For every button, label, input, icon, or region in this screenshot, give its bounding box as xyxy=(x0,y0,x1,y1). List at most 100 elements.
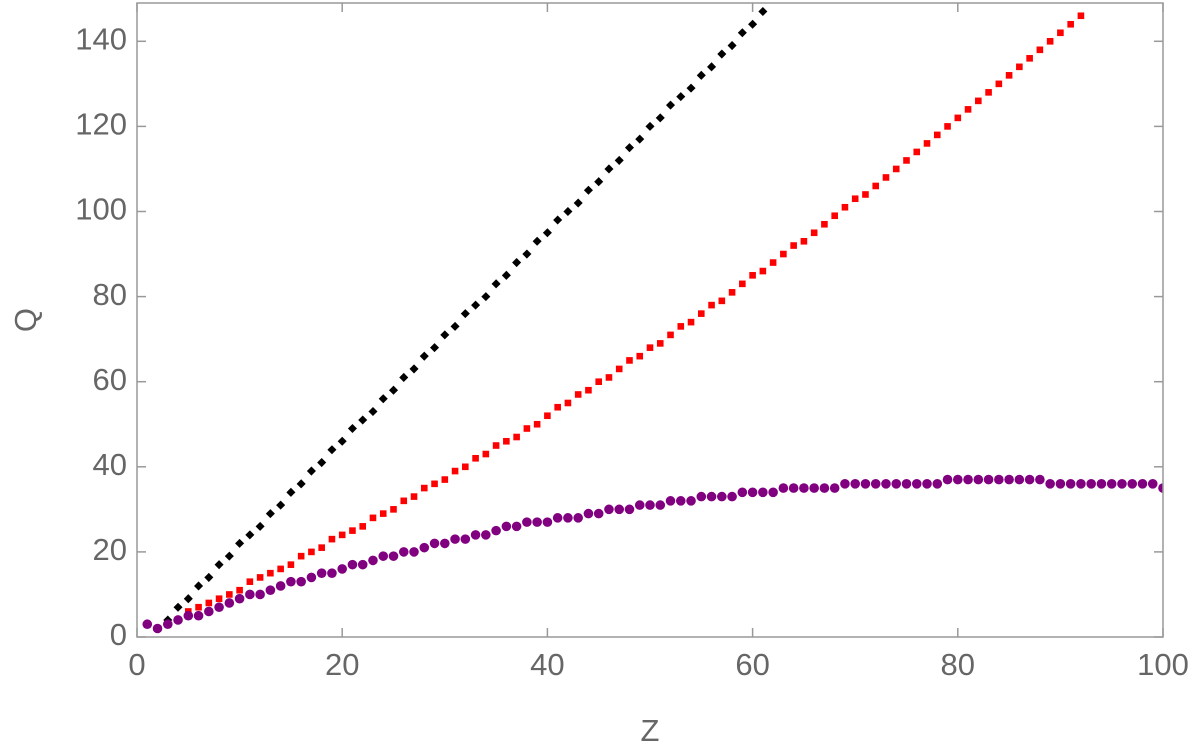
point xyxy=(583,185,593,195)
point xyxy=(256,574,264,581)
point xyxy=(337,564,348,574)
point xyxy=(973,474,984,485)
point xyxy=(1127,479,1138,489)
y-tick-label: 60 xyxy=(93,362,127,397)
point xyxy=(338,531,346,539)
point xyxy=(235,538,245,548)
point xyxy=(995,80,1003,88)
point xyxy=(1117,479,1127,489)
point xyxy=(780,250,787,258)
point xyxy=(1158,483,1163,493)
point xyxy=(626,357,633,364)
point xyxy=(388,551,399,561)
point xyxy=(400,497,408,505)
point xyxy=(183,594,193,604)
point xyxy=(420,484,428,492)
point xyxy=(677,323,685,330)
point xyxy=(492,442,500,449)
point xyxy=(440,330,450,340)
point xyxy=(675,496,686,506)
point xyxy=(162,619,173,630)
point xyxy=(687,318,695,326)
point xyxy=(614,504,625,515)
point xyxy=(359,523,367,530)
x-axis-label: Z xyxy=(641,713,660,748)
point xyxy=(573,513,583,523)
point xyxy=(205,599,213,607)
point xyxy=(460,309,470,319)
point xyxy=(963,474,973,485)
point xyxy=(552,513,563,523)
point xyxy=(542,517,553,527)
point xyxy=(605,374,613,381)
point xyxy=(686,83,696,93)
point xyxy=(501,270,511,280)
point xyxy=(810,229,818,237)
point xyxy=(1005,72,1013,79)
point xyxy=(318,544,325,551)
point xyxy=(1035,474,1045,485)
point xyxy=(462,463,469,471)
x-tick-label: 40 xyxy=(530,647,564,682)
point xyxy=(276,500,286,510)
point xyxy=(379,510,387,517)
point xyxy=(265,509,275,519)
point xyxy=(533,420,541,428)
x-tick-label: 80 xyxy=(941,647,975,682)
y-tick-label: 0 xyxy=(110,617,127,652)
point xyxy=(819,483,830,493)
point xyxy=(985,89,992,96)
point xyxy=(624,143,635,153)
point xyxy=(306,466,316,476)
point xyxy=(758,487,768,498)
point xyxy=(245,589,255,600)
point xyxy=(472,454,479,462)
point xyxy=(286,576,296,587)
point xyxy=(727,41,737,51)
point xyxy=(778,483,789,493)
point xyxy=(1106,479,1117,489)
point xyxy=(236,586,243,594)
point xyxy=(737,28,747,38)
point xyxy=(645,121,655,131)
point xyxy=(983,474,994,485)
point xyxy=(1096,479,1107,489)
point xyxy=(173,602,183,612)
point xyxy=(440,538,450,549)
point xyxy=(1077,12,1085,20)
point xyxy=(727,491,737,502)
point xyxy=(717,491,727,502)
y-tick-label: 80 xyxy=(93,277,127,312)
point xyxy=(481,292,491,302)
point xyxy=(491,279,501,289)
point xyxy=(204,572,214,582)
point xyxy=(357,559,368,570)
point xyxy=(542,228,552,238)
point xyxy=(194,581,204,591)
point xyxy=(933,131,941,139)
point xyxy=(532,236,542,246)
point xyxy=(358,415,368,425)
point xyxy=(554,403,561,411)
point xyxy=(1057,29,1064,37)
point xyxy=(369,514,377,522)
point xyxy=(994,474,1004,485)
point xyxy=(840,479,850,489)
plot-area xyxy=(142,6,1163,634)
point xyxy=(922,479,932,489)
point xyxy=(676,92,686,102)
point xyxy=(277,565,284,573)
point xyxy=(460,534,471,544)
point xyxy=(564,399,572,407)
point xyxy=(707,62,717,72)
point xyxy=(758,6,768,17)
point xyxy=(316,568,327,578)
point xyxy=(1046,37,1054,45)
point xyxy=(809,483,819,493)
point xyxy=(594,177,604,187)
point xyxy=(748,19,758,29)
point xyxy=(287,561,295,568)
point xyxy=(749,272,756,279)
point xyxy=(604,504,614,515)
